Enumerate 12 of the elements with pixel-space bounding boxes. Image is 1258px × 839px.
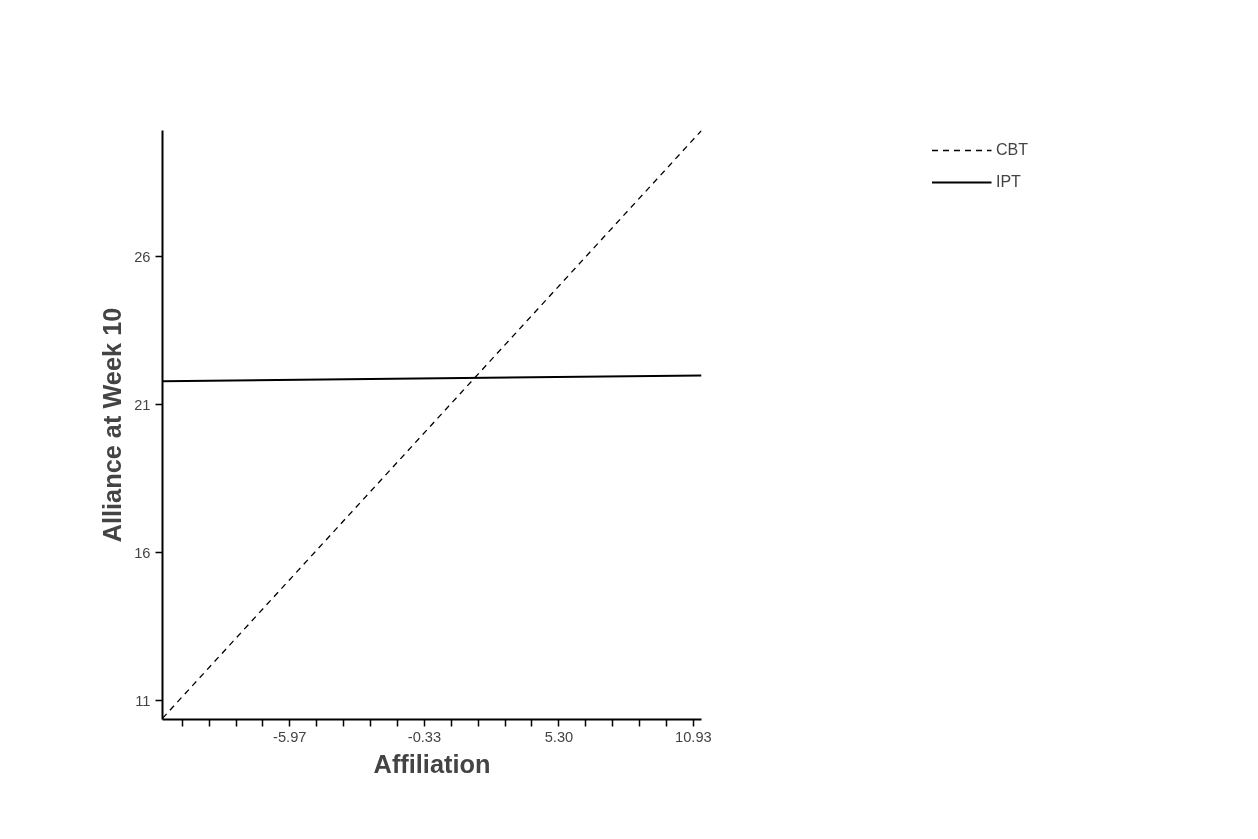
x-tick-label: -5.97 [273,728,307,745]
x-tick-label: 10.93 [675,728,712,745]
y-tick-label: 16 [134,544,151,561]
y-axis-title: Alliance at Week 10 [98,307,127,543]
y-tick-label: 21 [134,396,151,413]
y-tick-label: 26 [134,248,151,265]
y-tick-label: 11 [135,692,151,709]
x-axis-title: Affiliation [373,749,491,778]
legend-label: CBT [996,141,1028,159]
x-tick-label: -0.33 [407,728,442,745]
legend-label: IPT [996,173,1021,191]
x-tick-label: 5.30 [544,728,574,745]
